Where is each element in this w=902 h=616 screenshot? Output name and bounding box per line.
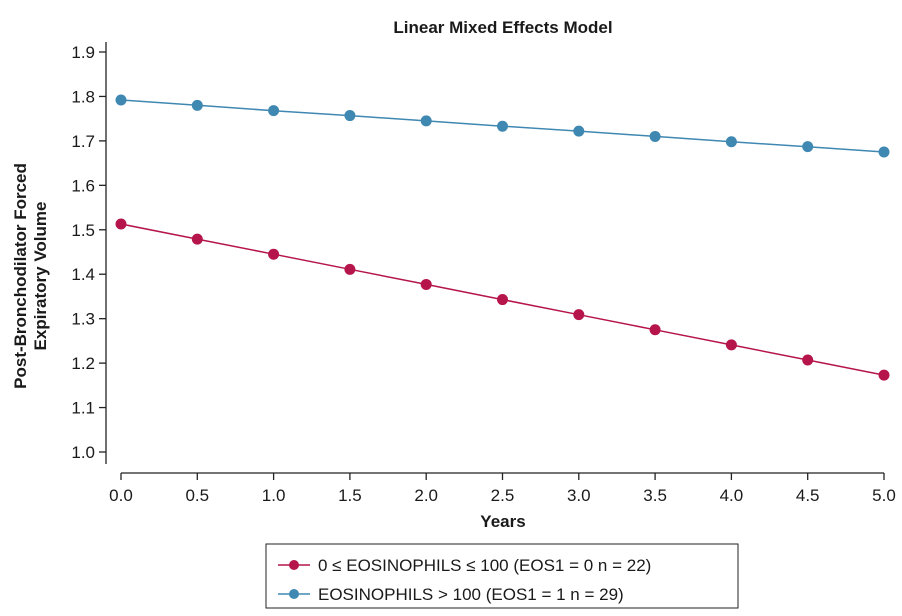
- x-tick-label: 3.5: [643, 486, 667, 505]
- data-point-0: [878, 369, 890, 381]
- chart-title: Linear Mixed Effects Model: [393, 18, 612, 37]
- x-tick-label: 2.0: [414, 486, 438, 505]
- x-tick-label: 0.5: [185, 486, 209, 505]
- data-point-0: [725, 339, 737, 351]
- legend-label-1: EOSINOPHILS > 100 (EOS1 = 1 n = 29): [318, 585, 624, 604]
- legend: 0 ≤ EOSINOPHILS ≤ 100 (EOS1 = 0 n = 22) …: [265, 543, 739, 609]
- legend-entry-1: EOSINOPHILS > 100 (EOS1 = 1 n = 29): [278, 585, 624, 604]
- y-tick-label: 1.4: [71, 265, 95, 284]
- y-axis-title-line-2: Expiratory Volume: [31, 202, 50, 351]
- data-point-0: [420, 278, 432, 290]
- data-point-1: [344, 110, 356, 122]
- y-axis-title-line-1: Post-Bronchodilator Forced: [11, 163, 30, 389]
- series-layer: [115, 94, 890, 381]
- data-point-1: [802, 141, 814, 153]
- legend-entry-0: 0 ≤ EOSINOPHILS ≤ 100 (EOS1 = 0 n = 22): [278, 556, 651, 575]
- x-tick-label: 3.0: [567, 486, 591, 505]
- data-point-1: [268, 105, 280, 117]
- legend-marker-0: [289, 560, 299, 570]
- legend-box: [265, 543, 739, 609]
- x-tick-label: 1.5: [338, 486, 362, 505]
- x-tick-label: 5.0: [872, 486, 896, 505]
- legend-marker-1: [289, 589, 299, 599]
- data-point-1: [420, 115, 432, 127]
- y-tick-label: 1.2: [71, 354, 95, 373]
- x-tick-label: 4.0: [720, 486, 744, 505]
- data-point-0: [802, 354, 814, 366]
- data-point-0: [497, 294, 508, 306]
- legend-label-0: 0 ≤ EOSINOPHILS ≤ 100 (EOS1 = 0 n = 22): [318, 556, 651, 575]
- data-point-1: [573, 125, 585, 137]
- y-ticks: 1.0 1.1 1.2 1.3 1.4 1.5 1.6 1.7 1.8 1.9: [71, 43, 106, 462]
- data-point-0: [191, 233, 203, 245]
- data-point-0: [115, 218, 127, 230]
- data-point-0: [268, 248, 280, 260]
- data-point-1: [649, 130, 661, 142]
- y-tick-label: 1.9: [71, 43, 95, 62]
- data-point-0: [573, 309, 585, 321]
- y-tick-label: 1.1: [71, 399, 95, 418]
- x-tick-label: 1.0: [262, 486, 286, 505]
- data-point-1: [497, 120, 508, 132]
- y-tick-label: 1.7: [71, 132, 95, 151]
- data-point-0: [649, 324, 661, 336]
- y-tick-label: 1.8: [71, 87, 95, 106]
- data-point-0: [344, 263, 356, 275]
- y-axis-title: Post-Bronchodilator Forced Expiratory Vo…: [11, 163, 50, 389]
- data-point-1: [878, 146, 890, 158]
- x-axis-title: Years: [480, 512, 525, 531]
- x-tick-label: 4.5: [796, 486, 820, 505]
- data-point-1: [115, 94, 127, 106]
- y-tick-label: 1.3: [71, 310, 95, 329]
- x-tick-label: 2.5: [491, 486, 515, 505]
- x-tick-label: 0.0: [109, 486, 133, 505]
- y-tick-label: 1.6: [71, 176, 95, 195]
- data-point-1: [191, 99, 203, 111]
- y-tick-label: 1.0: [71, 443, 95, 462]
- data-point-1: [725, 136, 737, 148]
- y-tick-label: 1.5: [71, 221, 95, 240]
- x-ticks: 0.0 0.5 1.0 1.5 2.0 2.5 3.0 3.5 4.0 4.5 5.0: [109, 473, 896, 505]
